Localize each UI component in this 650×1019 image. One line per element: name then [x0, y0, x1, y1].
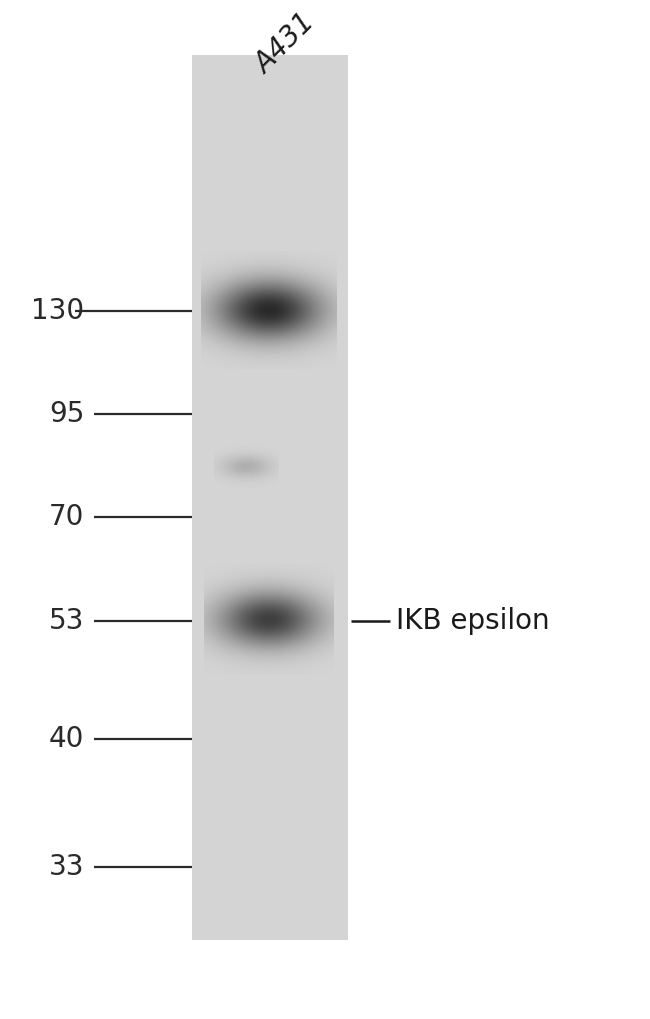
Text: A431: A431	[250, 9, 320, 79]
Text: 33: 33	[49, 853, 84, 880]
Text: 70: 70	[49, 503, 84, 531]
Text: 40: 40	[49, 725, 84, 753]
Bar	[192, 55, 348, 941]
Text: 53: 53	[49, 606, 84, 635]
Text: 130: 130	[31, 297, 84, 325]
Text: IKB epsilon: IKB epsilon	[396, 606, 550, 635]
Text: 95: 95	[49, 400, 84, 428]
